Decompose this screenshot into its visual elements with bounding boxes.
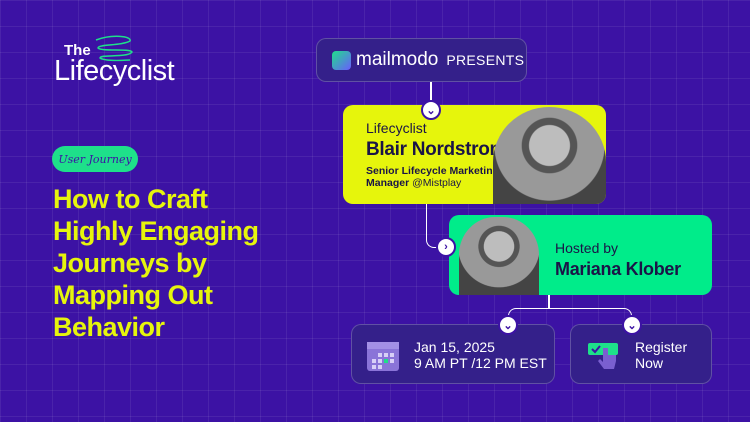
presents-label: PRESENTS	[446, 52, 525, 68]
host-photo	[459, 217, 539, 295]
category-tag: User Journey	[52, 146, 138, 172]
event-time: 9 AM PT /12 PM EST	[414, 355, 547, 371]
chevron-down-icon: ⌄	[498, 315, 518, 335]
speaker-position: Senior Lifecycle Marketing Manager @Mist…	[366, 165, 506, 189]
host-name: Mariana Klober	[555, 259, 681, 279]
calendar-icon	[367, 342, 399, 371]
host-label: Hosted by	[555, 240, 619, 256]
register-line2: Now	[635, 355, 664, 371]
speaker-card: Lifecyclist Blair Nordstrom Senior Lifec…	[343, 105, 606, 204]
click-hand-icon	[588, 343, 618, 369]
connector	[548, 295, 550, 309]
chevron-down-icon: ⌄	[421, 100, 441, 120]
title-line: How to Craft	[53, 184, 208, 214]
host-card: Hosted by Mariana Klober	[449, 215, 712, 295]
speaker-name: Blair Nordstrom	[366, 139, 507, 160]
chevron-right-icon: ›	[436, 237, 456, 257]
title-line: Highly Engaging	[53, 216, 259, 246]
page-title: How to Craft Highly Engaging Journeys by…	[53, 183, 313, 343]
title-line: Mapping Out	[53, 280, 213, 310]
connector	[508, 308, 632, 324]
title-line: Journeys by	[53, 248, 207, 278]
scribble-icon	[95, 35, 133, 62]
chevron-down-icon: ⌄	[622, 315, 642, 335]
logo-lifecyclist: Lifecyclist	[54, 55, 175, 87]
speaker-title: Senior Lifecycle Marketing Manager	[366, 165, 500, 189]
speaker-company: @Mistplay	[412, 177, 462, 189]
mailmodo-wordmark: mailmodo	[356, 49, 439, 70]
register-line1: Register	[635, 339, 688, 355]
register-button[interactable]: Register Now	[570, 324, 712, 384]
event-date-box: Jan 15, 2025 9 AM PT /12 PM EST	[351, 324, 555, 384]
connector	[430, 82, 432, 107]
logo-the: The	[64, 42, 91, 59]
event-date: Jan 15, 2025	[414, 339, 495, 355]
mailmodo-logo-icon	[332, 50, 351, 70]
presenter-badge: mailmodo PRESENTS	[316, 38, 527, 82]
speaker-photo	[493, 107, 606, 204]
title-line: Behavior	[53, 312, 165, 342]
speaker-role: Lifecyclist	[366, 120, 427, 136]
